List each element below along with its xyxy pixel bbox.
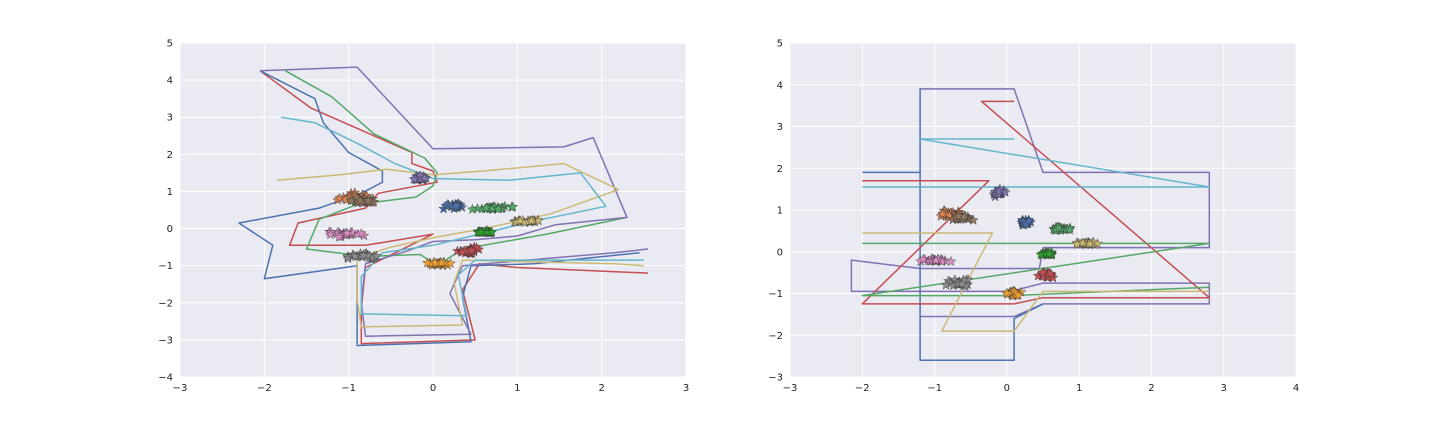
y-tick-label: −2 [768,331,783,342]
x-tick-label: −3 [173,383,188,394]
mesh-series-line [850,88,1211,318]
y-tick-label: 5 [777,39,783,50]
scatter-point [436,257,447,268]
x-tick-label: −2 [855,383,870,394]
x-tick-label: −2 [257,383,272,394]
scatter-point [492,203,504,214]
scatter-point [953,210,964,221]
scatter-point [408,173,420,184]
scatter-point [325,229,336,240]
scatter-point [333,231,345,242]
y-tick-label: 3 [777,122,783,133]
y-tick-label: −3 [158,335,173,346]
scatter-point [1001,287,1013,298]
scatter-point [1044,248,1055,259]
scatter-point [466,245,477,256]
scatter-point [999,186,1011,197]
y-tick-label: 4 [167,76,173,87]
scatter-point [342,253,354,264]
scatter-point [429,257,441,268]
scatter-point [1037,266,1049,278]
scatter-point [1013,289,1024,300]
scatter-point [480,202,492,213]
x-tick-label: 0 [1004,383,1010,394]
scatter-point [940,279,952,290]
scatter-point [507,201,519,212]
mesh-series-line [276,162,644,328]
y-tick-label: 4 [777,80,783,91]
scatter-point [956,278,968,289]
scatter-point [341,227,353,238]
y-tick-label: 2 [167,150,173,161]
x-tick-label: −3 [783,383,798,394]
chart-panel-right: −3 −2 −1 0 1 2 3 4 −3 −2 −1 0 1 2 3 4 5 [768,39,1299,395]
scatter-point [350,250,361,262]
mesh-series-line [862,88,1044,362]
mesh-series-line [862,138,1211,188]
scatter-point [457,246,468,257]
scatter-point [937,208,948,219]
mesh-series-line [259,70,649,345]
y-tick-label: 0 [777,247,783,258]
scatter-point [467,203,478,214]
y-tick-label: −3 [768,373,783,384]
scatter-point [419,172,431,183]
scatter-point [968,214,979,225]
x-tick-label: −1 [927,383,942,394]
scatter-point [450,200,462,211]
y-tick-label: −2 [158,298,173,309]
scatter-point [533,215,544,226]
scatter-point [993,185,1005,196]
scatter-point [930,255,942,266]
x-tick-label: 2 [598,383,604,394]
scatter-point [371,250,382,261]
scatter-point [917,253,929,264]
y-tick-label: 2 [777,164,783,175]
scatter-point [1084,238,1096,249]
scatter-point [340,193,352,205]
y-tick-label: 0 [167,224,173,235]
scatter-point [334,192,345,203]
scatter-point [1064,224,1075,235]
scatter-point [1023,215,1035,226]
scatter-point [414,170,426,181]
x-tick-label: 1 [514,383,520,394]
scatter-point [1045,268,1056,279]
scatter-point [526,215,537,226]
x-tick-label: 2 [1148,383,1154,394]
scatter-point [363,195,374,206]
scatter-point [1077,237,1089,248]
scatter-point [471,242,482,253]
scatter-point [356,227,367,238]
y-tick-label: 1 [777,206,783,217]
mesh-series-line [861,242,1211,297]
scatter-point [472,203,483,214]
mesh-series-line [861,100,1211,305]
scatter-point [486,226,498,237]
scatter-point [358,249,369,260]
scatter-point [1053,222,1065,233]
mesh-series-line [285,70,628,267]
x-tick-label: 1 [1076,383,1082,394]
x-tick-label: 3 [683,383,689,394]
y-tick-label: −1 [158,261,173,272]
x-tick-label: 0 [430,383,436,394]
mesh-series-line [862,232,1210,332]
x-tick-label: 4 [1293,383,1299,394]
y-tick-label: 1 [167,187,173,198]
y-tick-label: 3 [167,113,173,124]
scatter-point [514,215,526,226]
x-tick-label: 3 [1221,383,1227,394]
x-tick-label: −1 [341,383,356,394]
y-tick-label: 5 [167,39,173,50]
y-tick-label: −1 [768,289,783,300]
y-tick-label: −4 [158,373,173,384]
